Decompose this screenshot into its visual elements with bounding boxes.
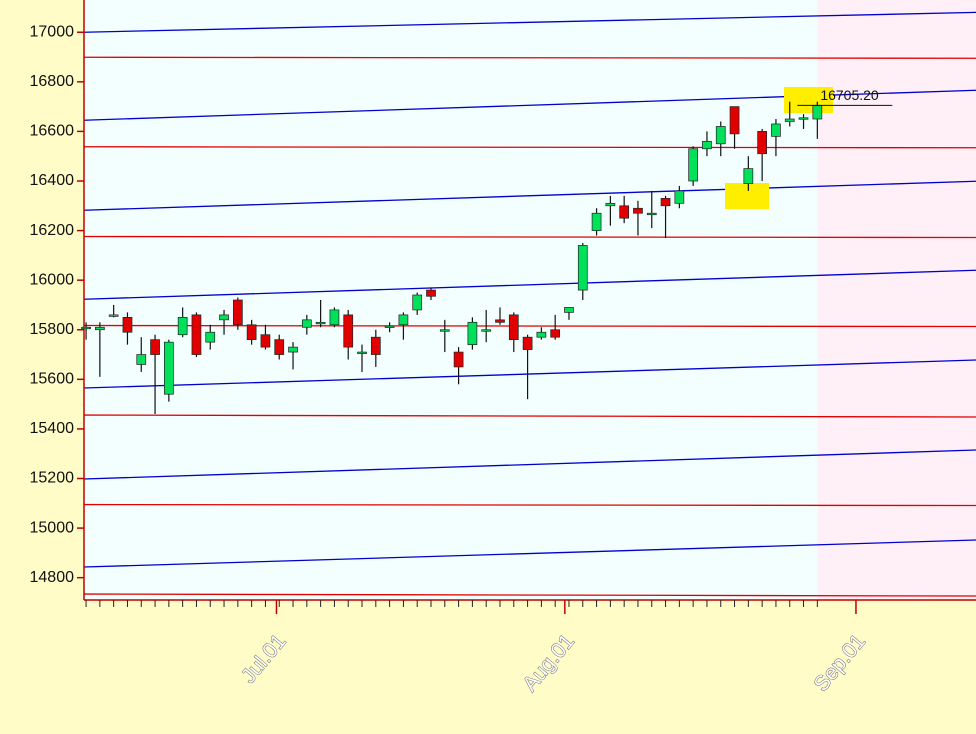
- candle-body: [150, 339, 160, 355]
- candle-body: [550, 329, 561, 338]
- x-tick-label: Aug.01: [519, 630, 579, 696]
- x-tick-label: Sep.01: [810, 630, 870, 696]
- y-tick-label: 14800: [30, 569, 75, 586]
- background-layer: [83, 0, 976, 600]
- x-tick-label: Jul.01: [237, 630, 291, 688]
- candle-body: [288, 346, 298, 353]
- reference-line: [83, 503, 976, 507]
- candle-body: [674, 190, 685, 204]
- candle-body: [108, 314, 119, 317]
- candle-body: [357, 351, 367, 354]
- candle-body: [274, 339, 285, 355]
- candle-body: [508, 314, 519, 341]
- reference-line: [83, 593, 976, 597]
- candle-body: [246, 324, 257, 341]
- candle-body: [164, 341, 174, 395]
- candle-body: [219, 314, 229, 321]
- y-tick-label: 16400: [30, 172, 75, 189]
- reference-line: [83, 180, 976, 211]
- highlight: [784, 87, 833, 113]
- candle-body: [619, 205, 630, 219]
- candle-body: [315, 321, 326, 325]
- y-tick-label: 15800: [30, 321, 75, 338]
- candle-body: [522, 336, 533, 350]
- candle-body: [81, 326, 91, 330]
- candle-body: [688, 148, 699, 182]
- candle-body: [771, 123, 781, 137]
- candle-body: [122, 317, 133, 333]
- reference-line: [83, 324, 976, 328]
- future-region: [817, 0, 976, 600]
- reference-line: [83, 359, 976, 389]
- candle-body: [646, 212, 657, 216]
- candle-body: [370, 336, 381, 355]
- y-tick-label: 15000: [30, 519, 75, 536]
- candle-body: [757, 131, 767, 155]
- reference-line: [83, 414, 976, 418]
- candle-body: [564, 307, 574, 313]
- candle-body: [329, 309, 340, 326]
- candle-body: [495, 319, 505, 323]
- candle-body: [343, 314, 354, 348]
- candle-body: [784, 118, 795, 122]
- candle-body: [702, 140, 712, 150]
- candle-body: [798, 117, 809, 120]
- y-tick-label: 15400: [30, 420, 75, 437]
- reference-line: [83, 449, 976, 480]
- candle-body: [301, 319, 312, 328]
- y-tick-label: 16200: [30, 222, 75, 239]
- highlight: [725, 183, 769, 209]
- candle-body: [232, 299, 243, 326]
- reference-line: [83, 269, 976, 300]
- candle-body: [439, 329, 450, 332]
- y-tick-label: 15600: [30, 371, 75, 388]
- candle-body: [426, 289, 436, 297]
- candle-body: [467, 321, 478, 345]
- y-tick-label: 16800: [30, 73, 75, 90]
- candle-body: [95, 326, 105, 331]
- candle-body: [633, 207, 643, 214]
- candle-body: [191, 314, 202, 355]
- reference-line: [83, 146, 976, 149]
- reference-line: [83, 539, 976, 568]
- candle-body: [536, 331, 547, 338]
- reference-line: [83, 11, 976, 33]
- candle-body: [729, 106, 740, 135]
- last-price-label: 16705.20: [820, 87, 879, 103]
- y-tick-label: 15200: [30, 470, 75, 487]
- candle-body: [453, 351, 464, 368]
- candle-body: [577, 245, 588, 291]
- y-tick-label: 17000: [30, 23, 75, 40]
- candle-body: [715, 126, 726, 145]
- candle-body: [591, 212, 602, 231]
- highlight-layer: [725, 87, 833, 209]
- reference-line: [83, 56, 976, 59]
- candle-body: [384, 325, 395, 328]
- candle-body: [660, 197, 671, 207]
- candle-body: [605, 202, 616, 207]
- candle-body: [812, 104, 823, 120]
- candle-body: [136, 354, 147, 365]
- candle-body: [177, 317, 188, 336]
- y-tick-label: 16600: [30, 123, 75, 140]
- candle-body: [412, 294, 423, 311]
- y-tick-label: 16000: [30, 271, 75, 288]
- candle-body: [481, 329, 492, 332]
- candle-body: [260, 334, 271, 348]
- candle-body: [205, 331, 216, 343]
- candle-body: [743, 168, 754, 184]
- candle-body: [398, 314, 409, 326]
- reference-line: [83, 235, 976, 239]
